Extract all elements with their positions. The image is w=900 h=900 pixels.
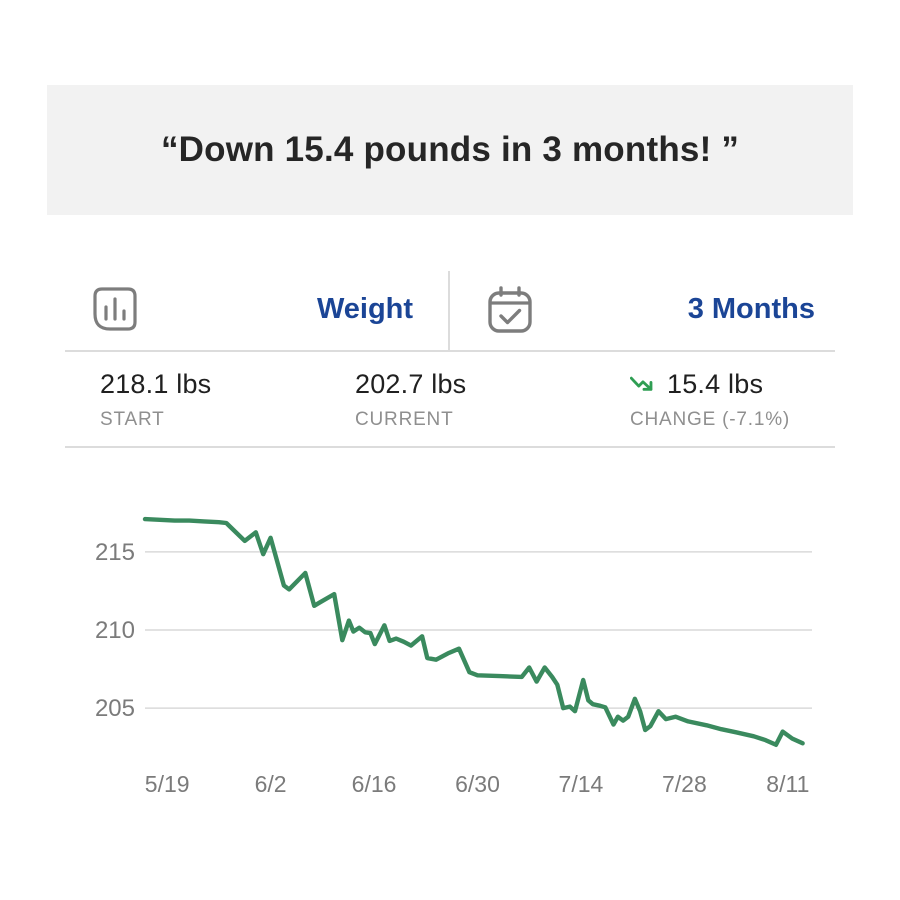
- start-label: START: [100, 409, 165, 430]
- x-tick-label: 7/28: [662, 771, 707, 797]
- time-range-selector[interactable]: 3 Months: [687, 293, 815, 325]
- x-tick-label: 7/14: [559, 771, 604, 797]
- stats-bottom-rule: [65, 446, 835, 448]
- toolbar-bottom-rule: [65, 350, 835, 352]
- change-value: 15.4 lbs: [667, 369, 764, 399]
- quote-text: “Down 15.4 pounds in 3 months! ”: [160, 130, 740, 169]
- weight-line-chart[interactable]: 205 210 215 5/19 6/2 6/16 6/30 7/14 7/28 8/11: [0, 460, 900, 820]
- stat-current: 202.7 lbs CURRENT: [355, 369, 466, 431]
- stat-change: 15.4 lbs CHANGE (-7.1%): [630, 369, 790, 431]
- x-tick-label: 5/19: [145, 771, 190, 797]
- x-tick-label: 8/11: [766, 771, 809, 797]
- quote-banner: “Down 15.4 pounds in 3 months! ”: [47, 85, 853, 215]
- current-value: 202.7 lbs: [355, 369, 467, 399]
- x-tick-label: 6/2: [255, 771, 287, 797]
- trending-down-icon: [630, 376, 653, 391]
- weight-line: [142, 516, 805, 747]
- y-tick-label: 215: [95, 539, 135, 566]
- metric-selector-weight[interactable]: Weight: [316, 293, 414, 325]
- bar-chart-icon[interactable]: [93, 287, 137, 331]
- y-tick-label: 210: [95, 617, 135, 644]
- toolbar-divider: [448, 271, 450, 350]
- current-label: CURRENT: [355, 409, 454, 430]
- x-tick-label: 6/30: [455, 771, 500, 797]
- change-label: CHANGE (-7.1%): [630, 409, 791, 430]
- stat-start: 218.1 lbs START: [100, 369, 211, 431]
- calendar-check-icon[interactable]: [488, 286, 532, 334]
- y-tick-label: 205: [95, 695, 135, 722]
- start-value: 218.1 lbs: [100, 369, 212, 399]
- x-tick-label: 6/16: [352, 771, 397, 797]
